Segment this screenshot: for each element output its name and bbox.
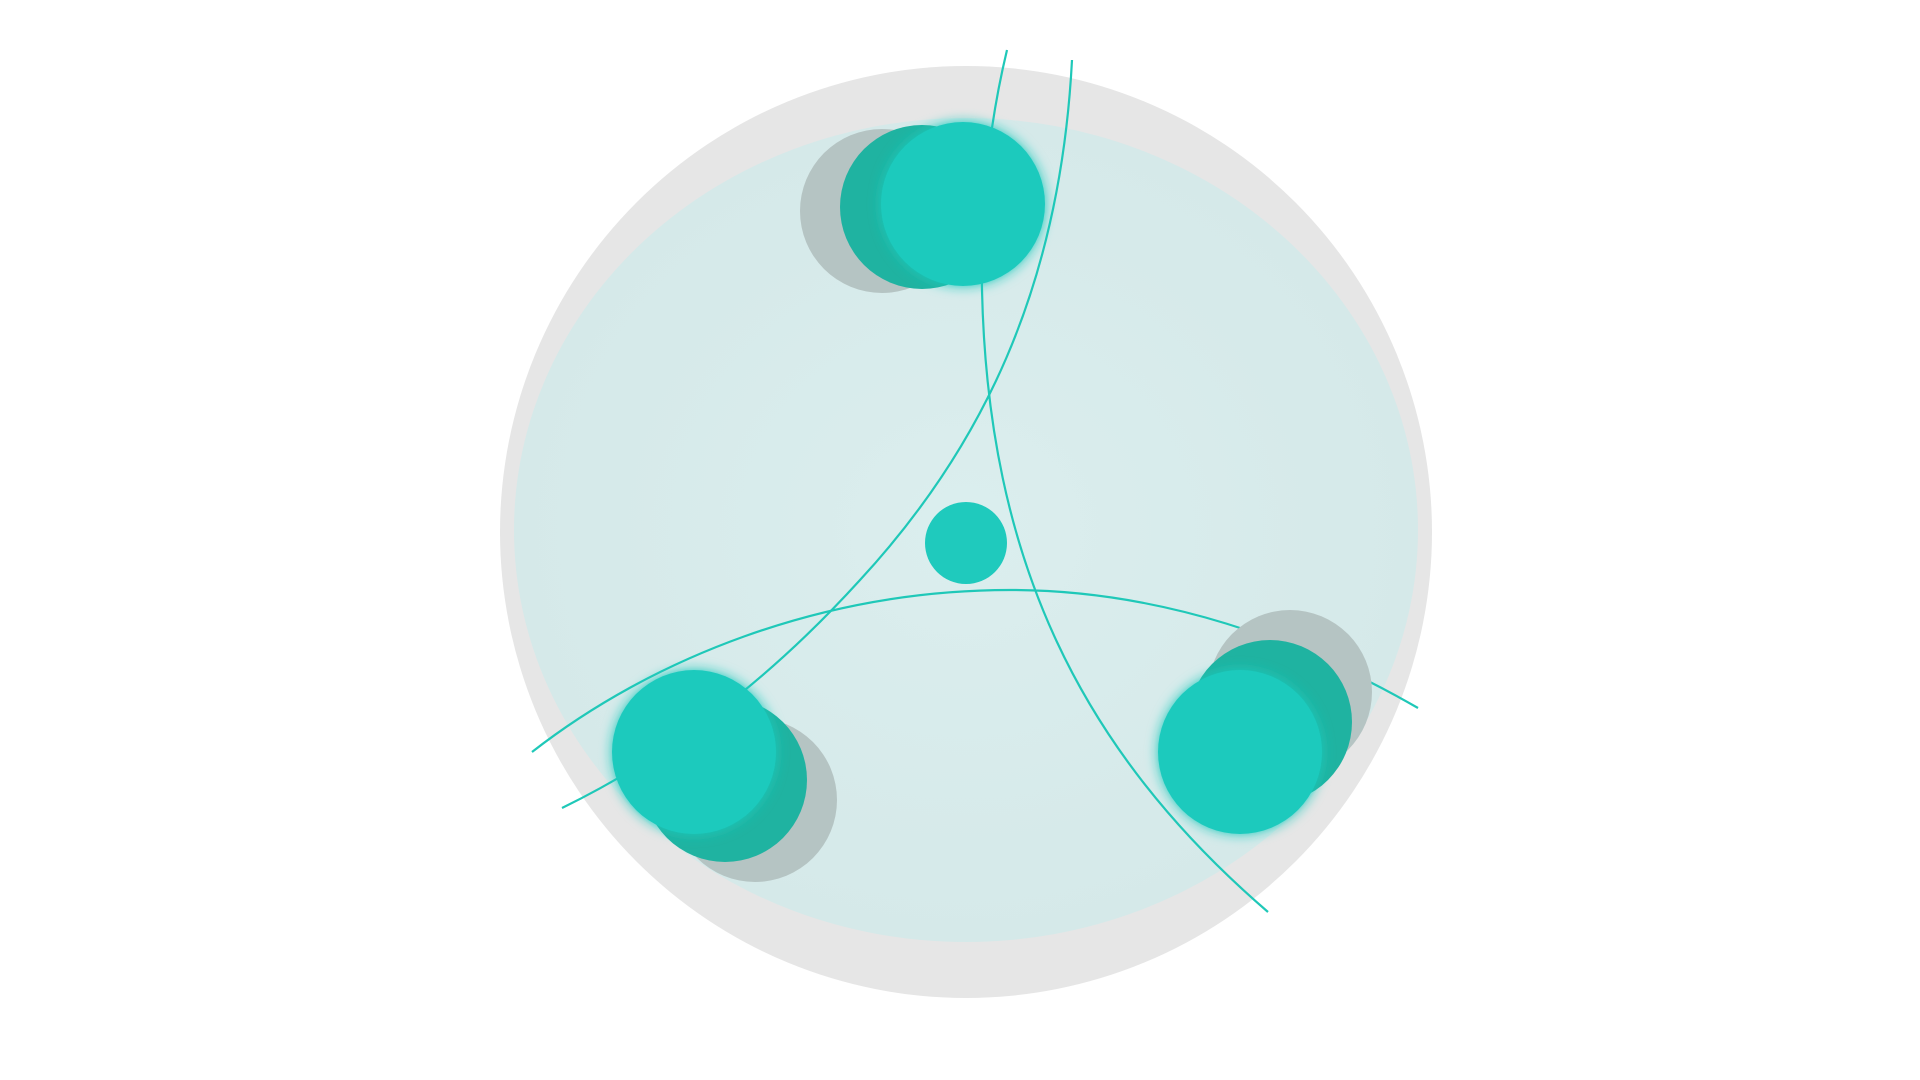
- bottom-right-body-group: [1158, 610, 1372, 834]
- bottom-left-body-group: [612, 670, 837, 882]
- top-body-group: [800, 122, 1045, 293]
- top-body: [881, 122, 1045, 286]
- central-body: [925, 502, 1007, 584]
- bottom-left-body: [612, 670, 776, 834]
- bottom-right-body: [1158, 670, 1322, 834]
